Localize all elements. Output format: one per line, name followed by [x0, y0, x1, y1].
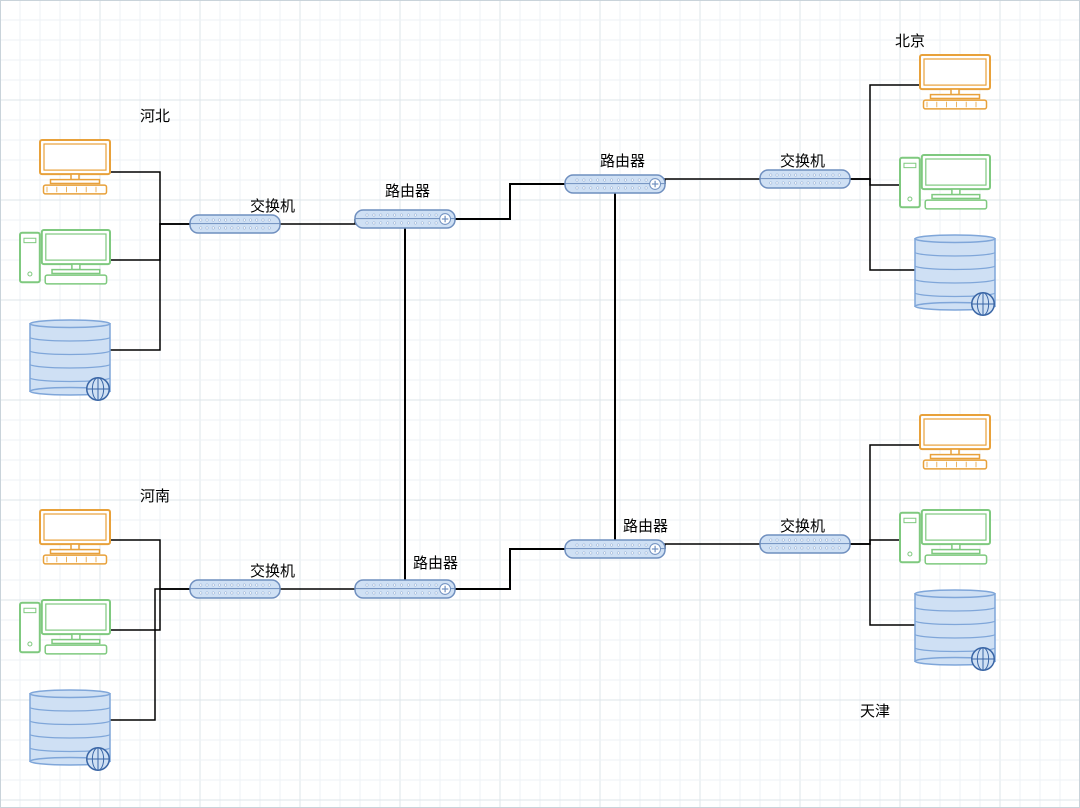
router-label: 路由器 — [385, 180, 430, 201]
region-label-tianjin: 天津 — [860, 700, 890, 721]
edge — [110, 540, 190, 589]
edge — [665, 179, 760, 184]
router-icon — [355, 580, 455, 598]
edge — [110, 224, 190, 350]
workstation-icon — [900, 155, 990, 209]
region-label-beijing: 北京 — [895, 30, 925, 51]
edge — [110, 224, 190, 260]
workstation-icon — [20, 230, 110, 284]
edge — [455, 184, 565, 219]
edge — [455, 549, 565, 589]
server-icon — [915, 235, 995, 315]
pc-icon — [920, 415, 990, 469]
router-label: 路由器 — [623, 515, 668, 536]
region-label-hebei: 河北 — [140, 105, 170, 126]
workstation-icon — [900, 510, 990, 564]
switch-icon — [190, 580, 280, 598]
router-icon — [565, 540, 665, 558]
edge — [110, 589, 190, 630]
pc-icon — [40, 510, 110, 564]
server-icon — [30, 690, 110, 770]
edge — [110, 589, 190, 720]
workstation-icon — [20, 600, 110, 654]
router-label: 路由器 — [413, 552, 458, 573]
pc-icon — [40, 140, 110, 194]
switch-icon — [190, 215, 280, 233]
pc-icon — [920, 55, 990, 109]
region-label-henan: 河南 — [140, 485, 170, 506]
router-label: 路由器 — [600, 150, 645, 171]
switch-label: 交换机 — [250, 195, 295, 216]
diagram-canvas: 河北交换机河南交换机北京交换机天津交换机路由器路由器路由器路由器 — [0, 0, 1080, 808]
switch-icon — [760, 170, 850, 188]
server-icon — [30, 320, 110, 400]
switch-label: 交换机 — [780, 515, 825, 536]
router-icon — [355, 210, 455, 228]
edge — [850, 179, 900, 185]
edge — [110, 172, 190, 224]
server-icon — [915, 590, 995, 670]
edge — [280, 219, 355, 224]
switch-label: 交换机 — [780, 150, 825, 171]
edge — [665, 544, 760, 549]
switch-label: 交换机 — [250, 560, 295, 581]
router-icon — [565, 175, 665, 193]
switch-icon — [760, 535, 850, 553]
